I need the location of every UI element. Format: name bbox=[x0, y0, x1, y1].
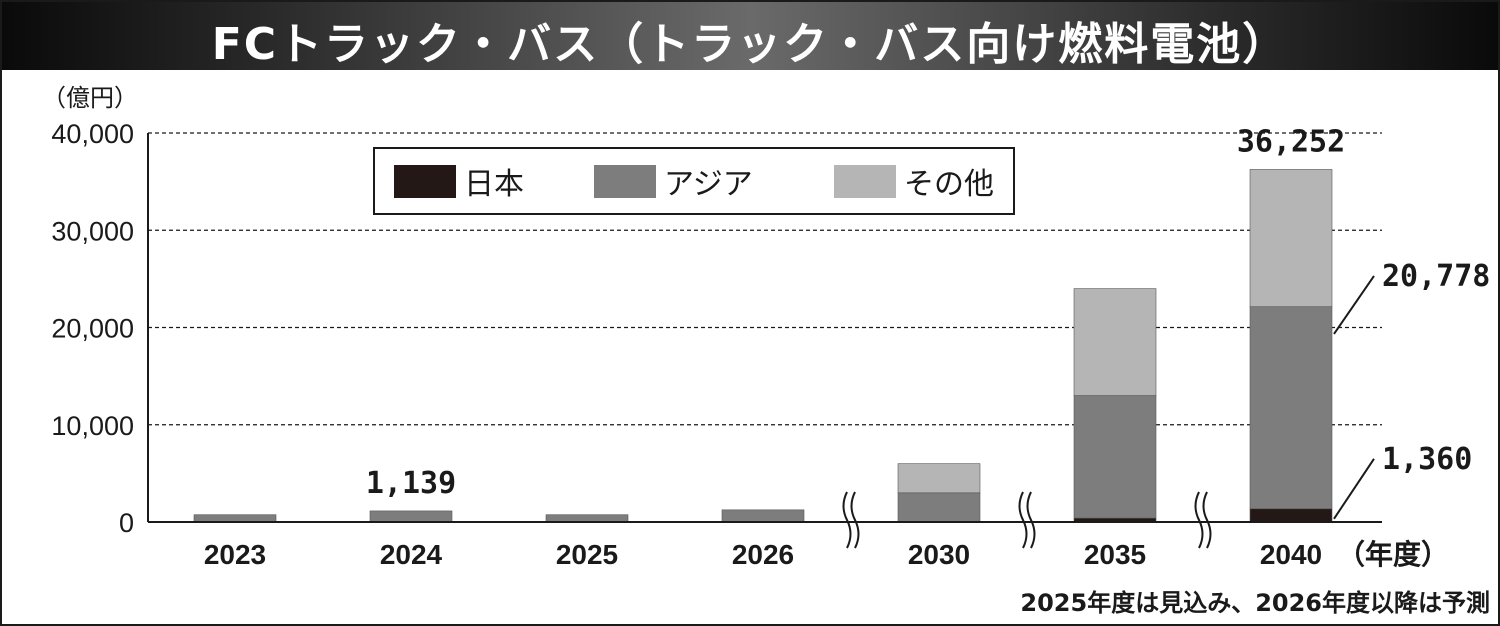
bar-2023-アジア bbox=[193, 514, 277, 523]
axis-break-mark bbox=[1018, 491, 1036, 549]
x-tick-label: 2026 bbox=[732, 539, 794, 570]
callout-label-2040: 20,778 bbox=[1382, 259, 1490, 294]
bar-2030-その他 bbox=[897, 463, 981, 494]
x-tick-label: 2035 bbox=[1084, 539, 1146, 570]
legend-swatch-アジア bbox=[594, 165, 656, 198]
bar-2035-アジア bbox=[1073, 395, 1157, 519]
y-tick-label: 10,000 bbox=[51, 411, 134, 441]
x-tick-label: 2025 bbox=[556, 539, 618, 570]
bar-2035-その他 bbox=[1073, 288, 1157, 396]
bar-2024-アジア bbox=[369, 510, 453, 523]
axis-break-mark bbox=[1194, 491, 1212, 549]
bar-2040-その他 bbox=[1249, 169, 1333, 308]
y-tick-label: 40,000 bbox=[51, 119, 134, 149]
title-bar: FCトラック・バス（トラック・バス向け燃料電池） bbox=[2, 2, 1498, 70]
callout-line bbox=[1333, 458, 1375, 520]
bar-2040-アジア bbox=[1249, 306, 1333, 510]
bar-2025-アジア bbox=[545, 514, 629, 523]
legend-swatch-日本 bbox=[394, 165, 456, 198]
data-label-2024: 1,139 bbox=[366, 466, 456, 501]
legend-label: アジア bbox=[664, 167, 753, 202]
axis-break-stroke bbox=[1202, 491, 1212, 549]
y-tick-label: 20,000 bbox=[51, 314, 134, 344]
x-axis-unit: （年度） bbox=[1337, 538, 1449, 570]
x-tick-label: 2030 bbox=[908, 539, 970, 570]
grid-lines bbox=[148, 132, 1382, 426]
legend-label: その他 bbox=[904, 167, 994, 202]
legend-label: 日本 bbox=[464, 167, 524, 202]
data-label-2040: 36,252 bbox=[1237, 124, 1345, 159]
axis-break-stroke bbox=[1026, 491, 1036, 549]
labels: 1,139 36,252 20,778 1,360 2025年度は見込み、2026年度以… bbox=[366, 124, 1491, 617]
bars bbox=[193, 169, 1333, 523]
legend: 日本 アジア その他 bbox=[373, 147, 1015, 215]
y-tick-label: 30,000 bbox=[51, 216, 134, 246]
chart-title: FCトラック・バス（トラック・バス向け燃料電池） bbox=[211, 19, 1289, 70]
axes: 0 10,000 20,000 30,000 40,000 （億円） 2023 2024 202… bbox=[42, 84, 1449, 570]
bar-2026-アジア bbox=[721, 509, 805, 523]
bar-2030-アジア bbox=[897, 492, 981, 523]
x-tick-label: 2023 bbox=[204, 539, 266, 570]
bar-2040-日本 bbox=[1249, 508, 1333, 523]
axis-break-stroke bbox=[842, 491, 852, 549]
callout-label-2040: 1,360 bbox=[1382, 442, 1472, 477]
x-tick-label: 2024 bbox=[380, 539, 443, 570]
y-axis-unit: （億円） bbox=[42, 84, 138, 112]
legend-swatch-その他 bbox=[834, 165, 896, 198]
footnote: 2025年度は見込み、2026年度以降は予測 bbox=[1020, 589, 1490, 617]
axis-break-stroke bbox=[850, 491, 860, 549]
callout-line bbox=[1333, 275, 1375, 335]
legend-box bbox=[373, 147, 1015, 215]
axis-break-stroke bbox=[1194, 491, 1204, 549]
y-tick-label: 0 bbox=[119, 508, 134, 538]
axis-break-stroke bbox=[1018, 491, 1028, 549]
axis-break-mark bbox=[842, 491, 860, 549]
x-tick-label: 2040 bbox=[1260, 539, 1322, 570]
